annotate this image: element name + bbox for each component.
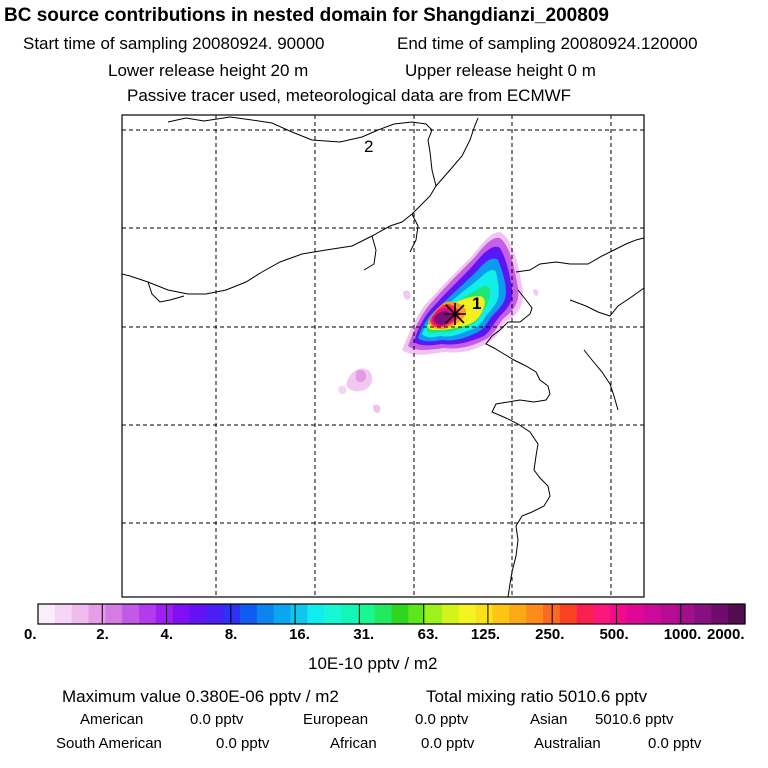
maximum-value-label: Maximum value 0.380E-06 pptv / m2 xyxy=(62,687,339,706)
region-name: European xyxy=(303,711,369,728)
colorbar-cell xyxy=(38,604,56,624)
region-name: American xyxy=(80,711,144,728)
tracer-blob xyxy=(338,385,347,395)
lower-release-height-label: Lower release height 20 m xyxy=(108,61,309,80)
contour-plume xyxy=(338,232,539,414)
colorbar-tick-label: 2. xyxy=(96,626,109,643)
colorbar-tick-label: 500. xyxy=(599,626,629,643)
colorbar-cell xyxy=(71,604,90,624)
colorbar-cell xyxy=(155,604,174,624)
map-background xyxy=(122,115,644,597)
colorbar-cell xyxy=(425,604,443,624)
region-name: Asian xyxy=(530,711,568,728)
colorbar-cell xyxy=(442,604,460,624)
end-time-label: End time of sampling 20080924.120000 xyxy=(397,34,698,53)
figure-title: BC source contributions in nested domain… xyxy=(4,5,609,26)
region-value: 0.0 pptv xyxy=(216,735,270,752)
colorbar-cell xyxy=(341,604,359,624)
coastlines xyxy=(122,116,644,597)
colorbar-cell xyxy=(559,604,578,624)
region-value: 5010.6 pptv xyxy=(595,711,674,728)
map-frame xyxy=(121,114,645,598)
colorbar-tick-label: 16. xyxy=(289,626,310,643)
colorbar-cell xyxy=(290,604,308,624)
colorbar-tick-label: 2000. xyxy=(707,626,745,643)
region-name: Australian xyxy=(534,735,601,752)
map-gridlines xyxy=(122,115,644,597)
colorbar-cell xyxy=(189,604,207,624)
colorbar-tick-label: 1000. xyxy=(663,626,702,643)
colorbar-cell xyxy=(728,604,746,624)
colorbar-dividers xyxy=(101,604,682,624)
tracer-blob xyxy=(356,369,366,383)
upper-release-height-label: Upper release height 0 m xyxy=(405,61,596,80)
marker-label-2: 2 xyxy=(364,137,373,156)
colorbar-cell xyxy=(206,604,224,624)
colorbar-unit-label: 10E-10 pptv / m2 xyxy=(308,654,438,673)
tracer-blob xyxy=(403,290,411,300)
tracer-blob xyxy=(373,404,381,414)
colorbar-cell xyxy=(139,604,157,624)
colorbar-cell xyxy=(122,604,140,624)
colorbar-cell xyxy=(223,604,241,624)
colorbar-cell xyxy=(660,604,679,624)
colorbar-cell xyxy=(391,604,409,624)
colorbar-cell xyxy=(475,604,494,624)
colorbar-cell xyxy=(694,604,712,624)
colorbar-cell xyxy=(593,604,611,624)
colorbar-cell xyxy=(357,604,376,624)
colorbar-tick-label: 0. xyxy=(24,626,37,643)
colorbar-tick-label: 8. xyxy=(224,626,238,643)
marker-label-1: 1 xyxy=(472,294,481,313)
tracer-note: Passive tracer used, meteorological data… xyxy=(127,86,572,105)
colorbar-cell xyxy=(88,604,106,624)
colorbar-cell xyxy=(610,604,628,624)
colorbar-cell xyxy=(374,604,393,624)
region-value: 0.0 pptv xyxy=(190,711,244,728)
colorbar-cell xyxy=(408,604,426,624)
total-mixing-ratio-label: Total mixing ratio 5010.6 pptv xyxy=(426,687,648,706)
colorbar-cell xyxy=(324,604,342,624)
region-value: 0.0 pptv xyxy=(421,735,475,752)
source-contribution-map: 1 2 xyxy=(121,114,645,598)
colorbar-frame xyxy=(37,603,746,625)
colorbar-cell xyxy=(677,604,696,624)
receptor-marker-icon xyxy=(444,303,466,325)
colorbar-cell xyxy=(105,604,123,624)
colorbar-cell xyxy=(627,604,645,624)
colorbar-cell xyxy=(509,604,527,624)
colorbar-cell xyxy=(273,604,292,624)
colorbar-cell xyxy=(458,604,477,624)
colorbar-cell xyxy=(644,604,662,624)
colorbar-cells xyxy=(38,604,746,624)
region-name: South American xyxy=(56,735,162,752)
start-time-label: Start time of sampling 20080924. 90000 xyxy=(23,34,325,53)
colorbar-cell xyxy=(172,604,191,624)
region-value: 0.0 pptv xyxy=(415,711,469,728)
colorbar-cell xyxy=(307,604,325,624)
colorbar-cell xyxy=(576,604,595,624)
region-value: 0.0 pptv xyxy=(648,735,702,752)
colorbar-tick-label: 31. xyxy=(353,626,375,643)
colorbar-cell xyxy=(54,604,73,624)
colorbar-cell xyxy=(711,604,729,624)
colorbar-tick-label: 63. xyxy=(417,626,439,643)
colorbar xyxy=(37,603,746,625)
colorbar-tick-label: 125. xyxy=(470,626,501,643)
colorbar-cell xyxy=(492,604,510,624)
tracer-blob xyxy=(533,289,539,296)
region-name: African xyxy=(330,735,377,752)
colorbar-cell xyxy=(526,604,544,624)
colorbar-cell xyxy=(240,604,258,624)
colorbar-tick-label: 4. xyxy=(160,626,174,643)
colorbar-tick-label: 250. xyxy=(535,626,565,643)
colorbar-cell xyxy=(256,604,275,624)
